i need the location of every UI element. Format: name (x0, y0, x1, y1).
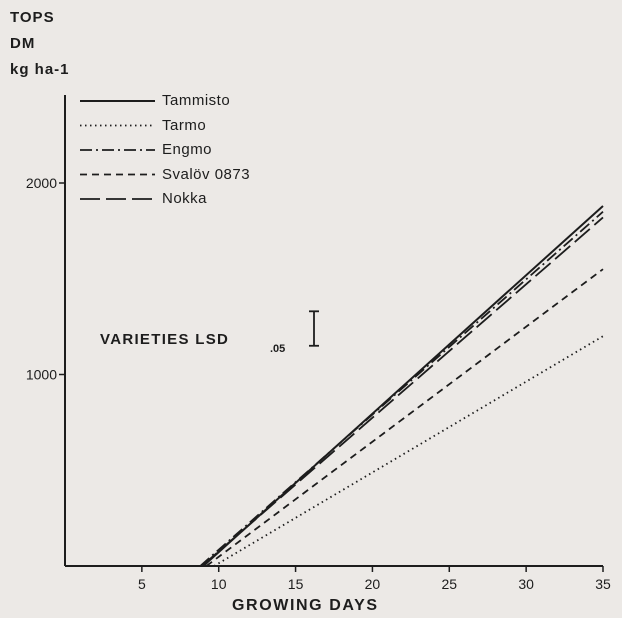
y-axis-label-line-1: TOPS (10, 9, 55, 26)
x-axis-title: GROWING DAYS (232, 597, 379, 614)
lsd-annotation-subscript: .05 (270, 343, 286, 355)
x-tick-label: 30 (518, 576, 534, 592)
y-axis-label-line-2: DM (10, 35, 36, 52)
x-tick-label: 15 (288, 576, 304, 592)
x-tick-label: 5 (138, 576, 146, 592)
legend-label: Tarmo (162, 116, 207, 134)
series-line-sval-v-0873 (205, 268, 604, 567)
x-tick-label: 10 (211, 576, 227, 592)
legend-label: Svalöv 0873 (162, 165, 251, 183)
x-tick-label: 25 (441, 576, 457, 592)
y-tick-label: 2000 (26, 175, 57, 191)
y-tick-label: 1000 (26, 367, 57, 383)
legend-label: Nokka (162, 190, 208, 207)
lsd-annotation-label: VARIETIES LSD (100, 331, 230, 348)
series-line-tarmo (213, 335, 604, 567)
x-tick-label: 35 (595, 576, 611, 592)
series-line-engmo (199, 211, 604, 567)
y-axis-label-line-3: kg ha-1 (10, 61, 70, 78)
x-tick-label: 20 (365, 576, 381, 592)
series-line-nokka (201, 216, 604, 567)
legend-label: Engmo (162, 141, 213, 158)
legend-label: Tammisto (162, 92, 231, 109)
